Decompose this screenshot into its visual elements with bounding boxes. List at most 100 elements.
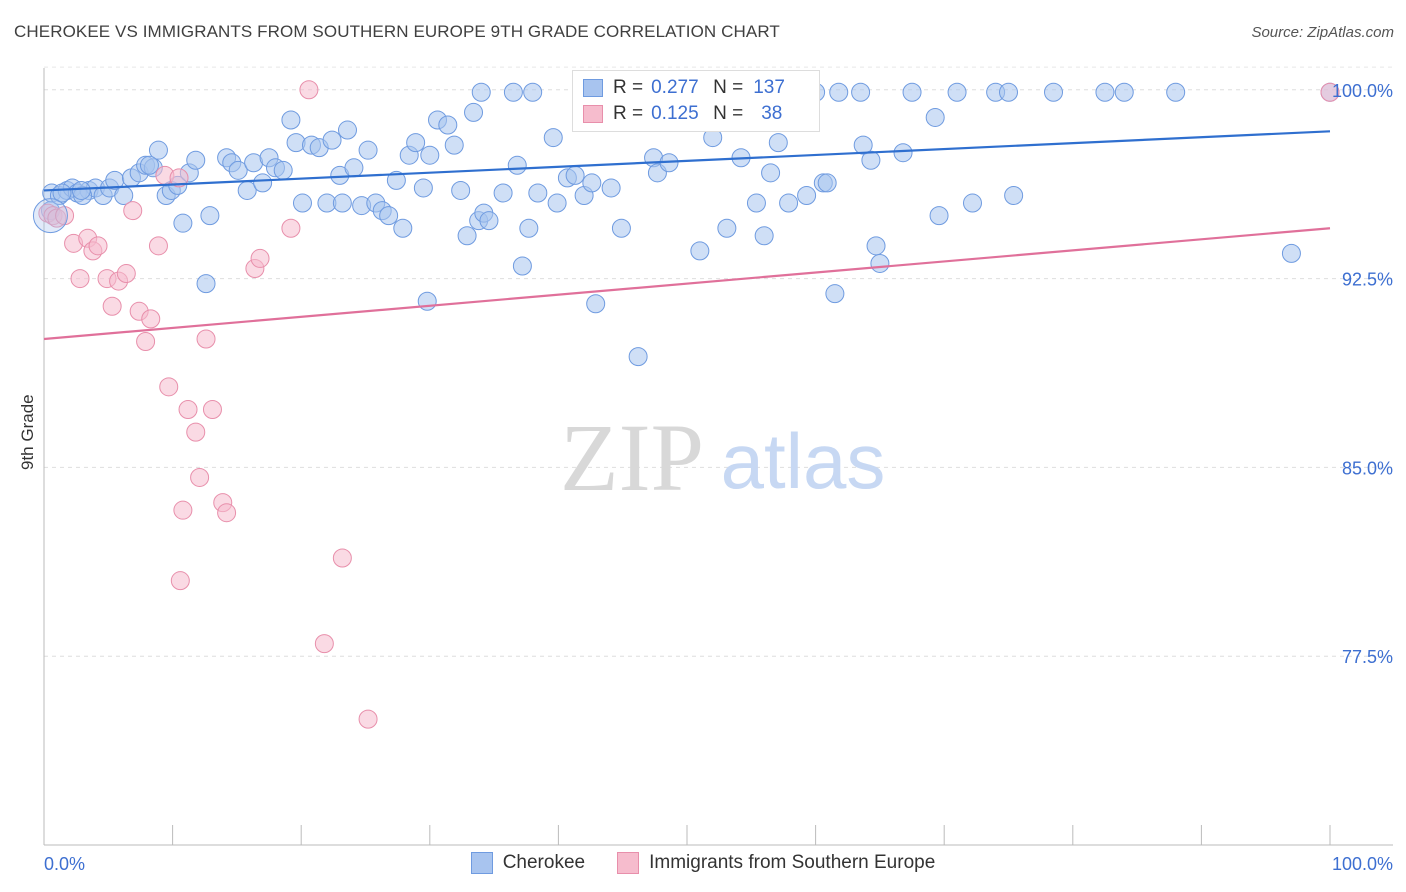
data-point xyxy=(186,422,206,442)
data-point xyxy=(893,143,913,163)
data-point xyxy=(88,236,108,256)
data-point xyxy=(690,241,710,261)
data-point xyxy=(200,206,220,226)
data-point xyxy=(851,82,871,102)
data-point xyxy=(217,503,237,523)
data-point xyxy=(947,82,967,102)
watermark-atlas: atlas xyxy=(721,417,886,505)
data-point-cluster xyxy=(32,198,68,234)
watermark-zip: ZIP xyxy=(560,404,704,511)
data-point xyxy=(503,82,523,102)
data-point xyxy=(344,158,364,178)
data-point xyxy=(582,173,602,193)
n-label: N = xyxy=(713,77,744,98)
data-point xyxy=(866,236,886,256)
data-point xyxy=(173,500,193,520)
series-immigrants-points xyxy=(38,80,1340,729)
data-point xyxy=(322,130,342,150)
data-point xyxy=(116,264,136,284)
y-tick-label: 77.5% xyxy=(1342,647,1393,667)
legend-row-cherokee: R = 0.277 N = 137 xyxy=(583,76,785,100)
n-label: N = xyxy=(713,103,744,124)
data-point xyxy=(228,160,248,180)
series-legend: Cherokee Immigrants from Southern Europe xyxy=(0,852,1406,874)
data-point xyxy=(870,253,890,273)
grid-lines xyxy=(44,66,1393,657)
x-tick-label-end: 100.0% xyxy=(1332,854,1393,874)
data-point xyxy=(186,150,206,170)
data-point xyxy=(386,170,406,190)
data-point xyxy=(797,185,817,205)
data-point xyxy=(314,634,334,654)
data-point xyxy=(332,548,352,568)
data-point xyxy=(70,269,90,289)
data-point xyxy=(471,82,491,102)
data-point xyxy=(457,226,477,246)
data-point xyxy=(273,160,293,180)
data-point xyxy=(547,193,567,213)
data-point xyxy=(292,193,312,213)
data-point xyxy=(169,168,189,188)
data-point xyxy=(1114,82,1134,102)
chart-title: CHEROKEE VS IMMIGRANTS FROM SOUTHERN EUR… xyxy=(14,22,780,41)
data-point xyxy=(929,206,949,226)
data-point xyxy=(196,329,216,349)
data-point xyxy=(761,163,781,183)
data-point xyxy=(717,218,737,238)
y-tick-label: 100.0% xyxy=(1332,81,1393,101)
data-point xyxy=(170,571,190,591)
data-point xyxy=(768,133,788,153)
data-point xyxy=(1281,243,1301,263)
data-point xyxy=(543,128,563,148)
data-point xyxy=(479,211,499,231)
data-point xyxy=(196,274,216,294)
legend-item-immigrants: Immigrants from Southern Europe xyxy=(617,852,935,874)
data-point xyxy=(71,180,91,200)
data-point xyxy=(817,173,837,193)
n-value: 38 xyxy=(761,103,783,124)
data-point xyxy=(379,206,399,226)
r-value: 0.125 xyxy=(651,103,699,124)
data-point xyxy=(754,226,774,246)
data-point xyxy=(601,178,621,198)
data-point xyxy=(393,218,413,238)
r-value: 0.277 xyxy=(651,77,699,98)
stats-legend: R = 0.277 N = 137 R = 0.125 N = 38 xyxy=(572,70,820,132)
data-point xyxy=(178,399,198,419)
r-label: R = xyxy=(613,103,644,124)
data-point xyxy=(523,82,543,102)
cherokee-legend-swatch xyxy=(470,852,493,874)
data-point xyxy=(528,183,548,203)
data-point xyxy=(281,218,301,238)
data-point xyxy=(586,294,606,314)
trend-line-immigrants xyxy=(43,227,1331,341)
data-point xyxy=(159,377,179,397)
data-point xyxy=(825,284,845,304)
data-point xyxy=(406,133,426,153)
immigrants-legend-swatch xyxy=(617,852,640,874)
y-axis-label: 9th Grade xyxy=(18,394,37,470)
data-point xyxy=(519,218,539,238)
data-point xyxy=(565,165,585,185)
data-point xyxy=(299,80,319,100)
data-point xyxy=(148,236,168,256)
data-point xyxy=(420,145,440,165)
data-point xyxy=(250,248,270,268)
data-point xyxy=(829,82,849,102)
data-point xyxy=(451,180,471,200)
data-point xyxy=(779,193,799,213)
data-point xyxy=(493,183,513,203)
immigrants-swatch xyxy=(583,105,603,123)
trend-line-cherokee xyxy=(43,130,1331,192)
data-point xyxy=(358,709,378,729)
legend-label-cherokee: Cherokee xyxy=(502,852,586,873)
data-point xyxy=(861,150,881,170)
y-tick-label: 85.0% xyxy=(1342,458,1393,478)
data-point xyxy=(123,201,143,221)
data-point xyxy=(136,332,156,352)
data-point xyxy=(1044,82,1064,102)
data-point xyxy=(148,140,168,160)
data-point xyxy=(337,120,357,140)
data-point xyxy=(190,467,210,487)
data-point xyxy=(102,296,122,316)
